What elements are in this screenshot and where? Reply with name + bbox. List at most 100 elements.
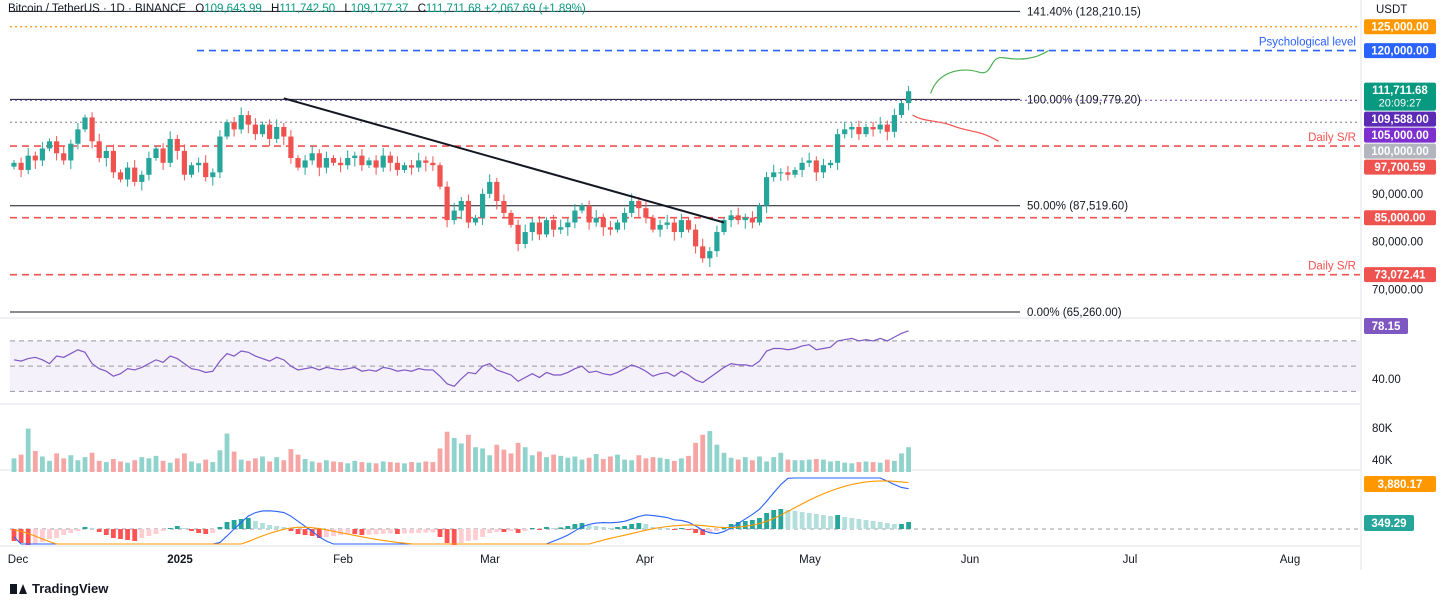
rsi-line xyxy=(13,330,909,388)
candle-body xyxy=(146,158,152,175)
volume-bar xyxy=(267,461,272,472)
price-tag-bg xyxy=(1364,143,1436,159)
volume-pane[interactable] xyxy=(11,428,911,472)
x-tick-label: May xyxy=(799,554,821,566)
candle-body xyxy=(558,227,564,230)
macd-histogram-bar xyxy=(572,524,578,529)
price-tag-bg xyxy=(1364,43,1436,59)
candlesticks[interactable] xyxy=(11,85,912,267)
candle-body xyxy=(536,222,542,235)
volume-bar xyxy=(565,457,571,472)
rsi-pane[interactable] xyxy=(10,330,1360,392)
price-tag-bg xyxy=(1364,210,1436,226)
macd-histogram-bar xyxy=(380,529,386,534)
macd-histogram-bar xyxy=(558,527,564,529)
chart-overlays xyxy=(283,50,1049,224)
candle-body xyxy=(742,217,748,221)
macd-histogram-bar xyxy=(132,529,138,541)
volume-bar xyxy=(799,460,805,472)
tradingview-branding[interactable]: TradingView xyxy=(10,581,108,596)
candle-body xyxy=(167,138,173,163)
candle-body xyxy=(458,201,464,211)
volume-bar xyxy=(167,462,173,472)
candle-body xyxy=(671,222,677,233)
candle-body xyxy=(238,115,244,130)
volume-bar xyxy=(686,455,691,472)
macd-histogram-bar xyxy=(281,527,287,529)
volume-bar xyxy=(529,455,535,472)
candle-body xyxy=(551,220,557,230)
macd-histogram-bar xyxy=(664,528,670,529)
candle-body xyxy=(54,141,60,154)
candle-body xyxy=(480,193,486,218)
volume-bar xyxy=(210,462,216,472)
volume-bar xyxy=(579,459,585,472)
volume-bar xyxy=(444,431,450,472)
volume-bar xyxy=(572,456,578,472)
volume-tick-label: 40K xyxy=(1372,455,1393,467)
price-axis[interactable]: 90,000.00 80,000.00 70,000.00 125,000.00 120… xyxy=(1360,0,1436,570)
candle-body xyxy=(132,167,138,182)
candle-body xyxy=(863,126,869,135)
bullish-projection-path xyxy=(930,50,1049,94)
macd-histogram-bar xyxy=(593,526,599,529)
candle-body xyxy=(870,126,876,130)
candle-body xyxy=(508,212,514,225)
candle-body xyxy=(472,217,479,223)
macd-histogram-bar xyxy=(338,529,343,535)
macd-histogram-bar xyxy=(842,517,848,529)
candle-body xyxy=(749,217,755,223)
macd-histogram-bar xyxy=(821,515,826,529)
macd-histogram-bar xyxy=(437,529,443,537)
macd-histogram-bar xyxy=(18,529,24,543)
candle-body xyxy=(75,129,81,144)
volume-bar xyxy=(899,453,904,472)
macd-histogram-bar xyxy=(579,523,585,529)
candle-body xyxy=(678,220,684,233)
macd-histogram-bar xyxy=(778,509,784,529)
volume-bar xyxy=(18,454,24,472)
macd-signal-tag xyxy=(1364,476,1436,492)
price-tag-label: 109,588.00 xyxy=(1371,114,1429,126)
volume-bar xyxy=(331,461,336,472)
candle-body xyxy=(110,150,116,173)
candle-body xyxy=(614,222,621,230)
volume-bar xyxy=(231,451,237,472)
volume-bar xyxy=(480,448,485,472)
volume-bar xyxy=(366,462,372,472)
volume-bar xyxy=(821,459,826,472)
macd-histogram-bar xyxy=(103,529,109,535)
currency-label[interactable]: USDT xyxy=(1376,4,1408,16)
price-tag-bg xyxy=(1364,82,1436,111)
macd-histogram-bar xyxy=(508,529,514,531)
volume-bar xyxy=(345,463,351,472)
candle-body xyxy=(444,186,450,221)
ohlc-legend: Bitcoin / TetherUS · 1D · BINANCE O109,6… xyxy=(8,3,586,15)
macd-histogram-bar xyxy=(316,529,322,538)
price-tag-label: 73,072.41 xyxy=(1374,270,1426,282)
macd-histogram-bar xyxy=(537,529,542,530)
branding-text: TradingView xyxy=(32,581,109,596)
time-axis[interactable]: Dec 2025 Feb Mar Apr May Jun Jul Aug xyxy=(8,554,1300,566)
volume-bar xyxy=(196,463,201,472)
volume-bar xyxy=(139,457,145,472)
candle-body xyxy=(68,143,74,161)
x-tick-label: 2025 xyxy=(167,554,193,566)
volume-bar xyxy=(395,462,400,472)
macd-pane[interactable] xyxy=(10,477,1360,545)
symbol-title[interactable]: Bitcoin / TetherUS · 1D · BINANCE xyxy=(8,3,187,15)
high-label: H xyxy=(271,3,280,15)
volume-bar xyxy=(125,462,130,472)
candle-body xyxy=(494,181,500,202)
macd-histogram-bar xyxy=(25,529,31,545)
volume-bar xyxy=(806,459,812,472)
macd-histogram-bar xyxy=(714,529,720,531)
macd-histogram-bar xyxy=(203,529,209,534)
candle-body xyxy=(877,124,883,130)
macd-histogram-bar xyxy=(608,528,613,529)
candle-body xyxy=(600,217,606,228)
candle-body xyxy=(117,172,124,180)
level-annotation-6: Daily S/R xyxy=(1308,261,1356,273)
candle-body xyxy=(487,181,493,194)
